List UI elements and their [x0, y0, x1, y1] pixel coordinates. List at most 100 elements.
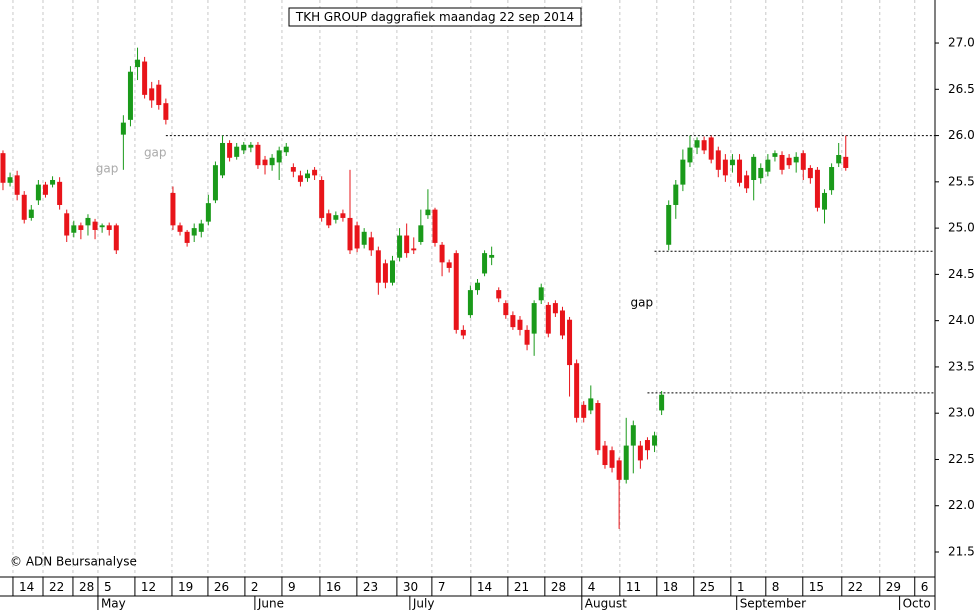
candle-body	[793, 156, 799, 163]
candle-body	[489, 254, 495, 258]
x-tick-label: 28	[79, 580, 94, 594]
x-tick-label: 7	[438, 580, 446, 594]
candle-body	[751, 156, 757, 180]
candle-body	[715, 150, 721, 170]
candle-body	[772, 153, 778, 157]
candle-body	[290, 167, 296, 172]
candle-body	[652, 435, 658, 446]
x-tick-label: 23	[363, 580, 378, 594]
candle-body	[595, 403, 601, 451]
candle-body	[722, 159, 728, 176]
month-label: August	[585, 597, 627, 610]
candle-body	[666, 204, 672, 245]
x-tick-label: 26	[214, 580, 229, 594]
candle-body	[616, 460, 622, 480]
candle-body	[361, 231, 367, 245]
candle-body	[7, 177, 13, 183]
x-tick-label: 19	[178, 580, 193, 594]
candle-body	[588, 398, 594, 411]
candle-body	[205, 203, 211, 222]
candle-body	[687, 147, 693, 163]
y-tick-label: 22.5	[948, 452, 975, 466]
candle-body	[142, 61, 148, 95]
y-tick-label: 22.0	[948, 498, 975, 512]
candle-body	[191, 228, 197, 236]
y-tick-label: 23.5	[948, 359, 975, 373]
x-tick-label: 22	[848, 580, 863, 594]
candle-body	[326, 213, 332, 226]
candle-body	[276, 150, 282, 163]
candle-body	[680, 159, 686, 185]
month-label: July	[412, 597, 435, 610]
candle-body	[340, 213, 346, 218]
candle-body	[120, 122, 126, 135]
candle-body	[0, 153, 6, 183]
candle-body	[630, 425, 636, 446]
y-tick-label: 24.0	[948, 313, 975, 327]
x-tick-label: 21	[514, 580, 529, 594]
candle-body	[269, 157, 275, 166]
candle-body	[149, 88, 155, 101]
candle-body	[836, 155, 842, 164]
candle-body	[368, 237, 374, 251]
x-tick-label: 14	[477, 580, 492, 594]
candle-body	[644, 440, 650, 451]
candle-body	[198, 223, 204, 232]
x-tick-label: 18	[663, 580, 678, 594]
chart-title: TKH GROUP daggrafiek maandag 22 sep 2014	[295, 10, 574, 24]
candle-body	[602, 445, 608, 466]
y-tick-label: 25.0	[948, 221, 975, 235]
candle-body	[319, 179, 325, 218]
candle-body	[375, 250, 381, 283]
candle-body	[262, 159, 268, 166]
candle-body	[737, 159, 743, 183]
candle-body	[467, 290, 473, 316]
candle-body	[439, 244, 445, 263]
candle-body	[482, 253, 488, 274]
x-tick-label: 8	[772, 580, 780, 594]
x-tick-label: 16	[326, 580, 341, 594]
candle-body	[786, 157, 792, 166]
candle-body	[552, 303, 558, 314]
candle-body	[559, 310, 565, 336]
y-tick-label: 21.5	[948, 545, 975, 559]
candle-body	[241, 144, 247, 151]
candle-body	[28, 209, 34, 218]
candle-body	[807, 167, 813, 179]
candle-body	[779, 155, 785, 170]
candle-body	[312, 169, 318, 176]
candle-body	[474, 282, 480, 291]
candle-body	[113, 225, 119, 251]
candle-body	[545, 304, 551, 334]
candle-body	[64, 213, 70, 236]
candle-body	[248, 144, 254, 148]
candle-body	[814, 169, 820, 208]
candle-body	[460, 329, 466, 336]
candle-body	[800, 153, 806, 170]
candle-body	[333, 215, 339, 220]
candle-body	[404, 235, 410, 254]
candle-body	[184, 231, 190, 243]
candle-body	[843, 156, 849, 168]
candle-body	[694, 140, 700, 148]
candle-body	[517, 319, 523, 330]
month-label: May	[101, 597, 126, 610]
x-tick-label: 15	[809, 580, 824, 594]
candle-body	[382, 263, 388, 283]
x-tick-label: 14	[19, 580, 34, 594]
candle-body	[411, 248, 417, 251]
candle-body	[503, 303, 509, 316]
candle-body	[354, 225, 360, 249]
title-box	[288, 7, 582, 27]
annotation: gap	[630, 296, 653, 310]
candle-body	[71, 225, 77, 233]
candle-body	[538, 287, 544, 301]
y-tick-label: 23.0	[948, 406, 975, 420]
candle-body	[389, 260, 395, 283]
candle-body	[822, 192, 828, 210]
candle-body	[623, 445, 629, 480]
month-label: Octo	[903, 597, 931, 610]
candle-body	[135, 59, 141, 68]
x-tick-label: 28	[551, 580, 566, 594]
